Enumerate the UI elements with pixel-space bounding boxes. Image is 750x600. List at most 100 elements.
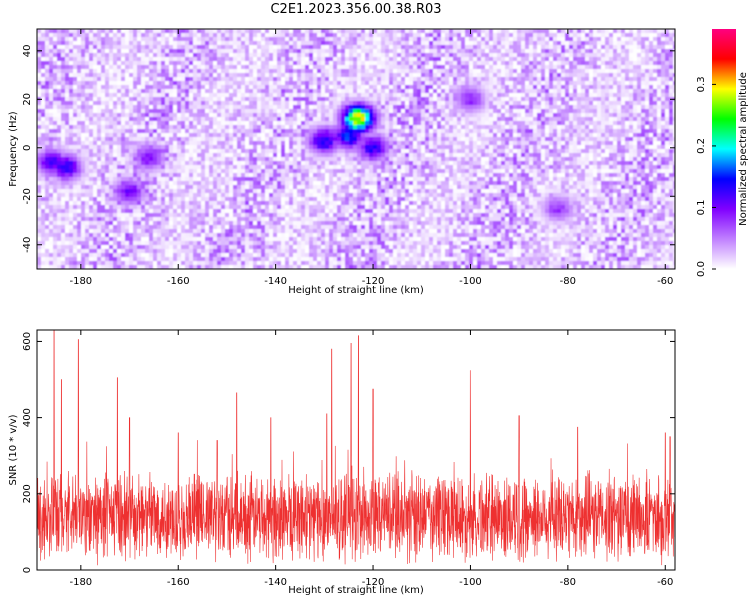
heatmap-cell [421,57,426,62]
heatmap-cell [353,101,358,106]
heatmap-cell [109,65,114,70]
heatmap-cell [477,121,482,126]
heatmap-cell [325,45,330,50]
heatmap-cell [581,65,586,70]
heatmap-cell [185,81,190,86]
heatmap-cell [57,133,62,138]
heatmap-cell [673,85,675,90]
heatmap-cell [209,105,214,110]
heatmap-cell [589,97,594,102]
heatmap-cell [181,57,186,62]
heatmap-cell [105,85,110,90]
heatmap-cell [521,121,526,126]
heatmap-cell [533,145,538,150]
heatmap-cell [389,137,394,142]
heatmap-cell [213,125,218,130]
heatmap-cell [441,73,446,78]
heatmap-cell [429,85,434,90]
heatmap-cell [281,101,286,106]
heatmap-cell [313,29,318,34]
heatmap-cell [229,41,234,46]
heatmap-cell [93,85,98,90]
heatmap-cell [469,145,474,150]
heatmap-cell [109,141,114,146]
heatmap-cell [101,73,106,78]
heatmap-cell [477,101,482,106]
heatmap-cell [273,57,278,62]
heatmap-cell [553,137,558,142]
heatmap-cell [529,37,534,42]
heatmap-cell [121,49,126,54]
heatmap-cell [349,29,354,34]
heatmap-cell [201,113,206,118]
heatmap-cell [101,77,106,82]
heatmap-cell [525,57,530,62]
heatmap-cell [441,37,446,42]
heatmap-cell [317,137,322,142]
heatmap-cell [481,65,486,70]
heatmap-cell [537,97,542,102]
heatmap-cell [661,109,666,114]
heatmap-cell [277,57,282,62]
heatmap-cell [81,89,86,94]
heatmap-cell [125,33,130,38]
heatmap-cell [633,121,638,126]
heatmap-cell [101,125,106,130]
heatmap-cell [101,145,106,150]
heatmap-cell [277,69,282,74]
heatmap-cell [345,97,350,102]
heatmap-cell [181,113,186,118]
heatmap-cell [189,101,194,106]
heatmap-cell [141,73,146,78]
heatmap-cell [545,85,550,90]
heatmap-cell [181,125,186,130]
heatmap-cell [421,73,426,78]
heatmap-cell [497,97,502,102]
heatmap-cell [229,93,234,98]
heatmap-cell [361,37,366,42]
heatmap-cell [629,57,634,62]
heatmap-cell [37,29,42,34]
heatmap-cell [533,149,538,154]
heatmap-cell [429,61,434,66]
heatmap-cell [505,69,510,74]
heatmap-cell [169,113,174,118]
heatmap-cell [265,49,270,54]
heatmap-cell [41,153,46,158]
heatmap-cell [73,81,78,86]
heatmap-cell [181,109,186,114]
heatmap-cell [205,37,210,42]
heatmap-cell [53,141,58,146]
heatmap-cell [213,29,218,34]
heatmap-cell [293,93,298,98]
heatmap-cell [557,69,562,74]
heatmap-cell [341,141,346,146]
heatmap-cell [469,81,474,86]
heatmap-cell [553,113,558,118]
heatmap-cell [97,89,102,94]
heatmap-cell [297,65,302,70]
heatmap-cell [77,105,82,110]
heatmap-cell [537,37,542,42]
heatmap-cell [169,125,174,130]
heatmap-cell [617,65,622,70]
heatmap-cell [401,105,406,110]
heatmap-cell [45,41,50,46]
heatmap-cell [373,41,378,46]
heatmap-cell [205,141,210,146]
heatmap-cell [653,101,658,106]
heatmap-cell [593,33,598,38]
heatmap-cell [497,57,502,62]
heatmap-cell [469,105,474,110]
heatmap-cell [653,69,658,74]
heatmap-cell [645,81,650,86]
heatmap-cell [321,81,326,86]
heatmap-cell [569,49,574,54]
heatmap-cell [501,45,506,50]
heatmap-cell [621,109,626,114]
heatmap-cell [481,77,486,82]
heatmap-cell [441,33,446,38]
heatmap-cell [321,105,326,110]
heatmap-cell [481,133,486,138]
heatmap-cell [109,49,114,54]
